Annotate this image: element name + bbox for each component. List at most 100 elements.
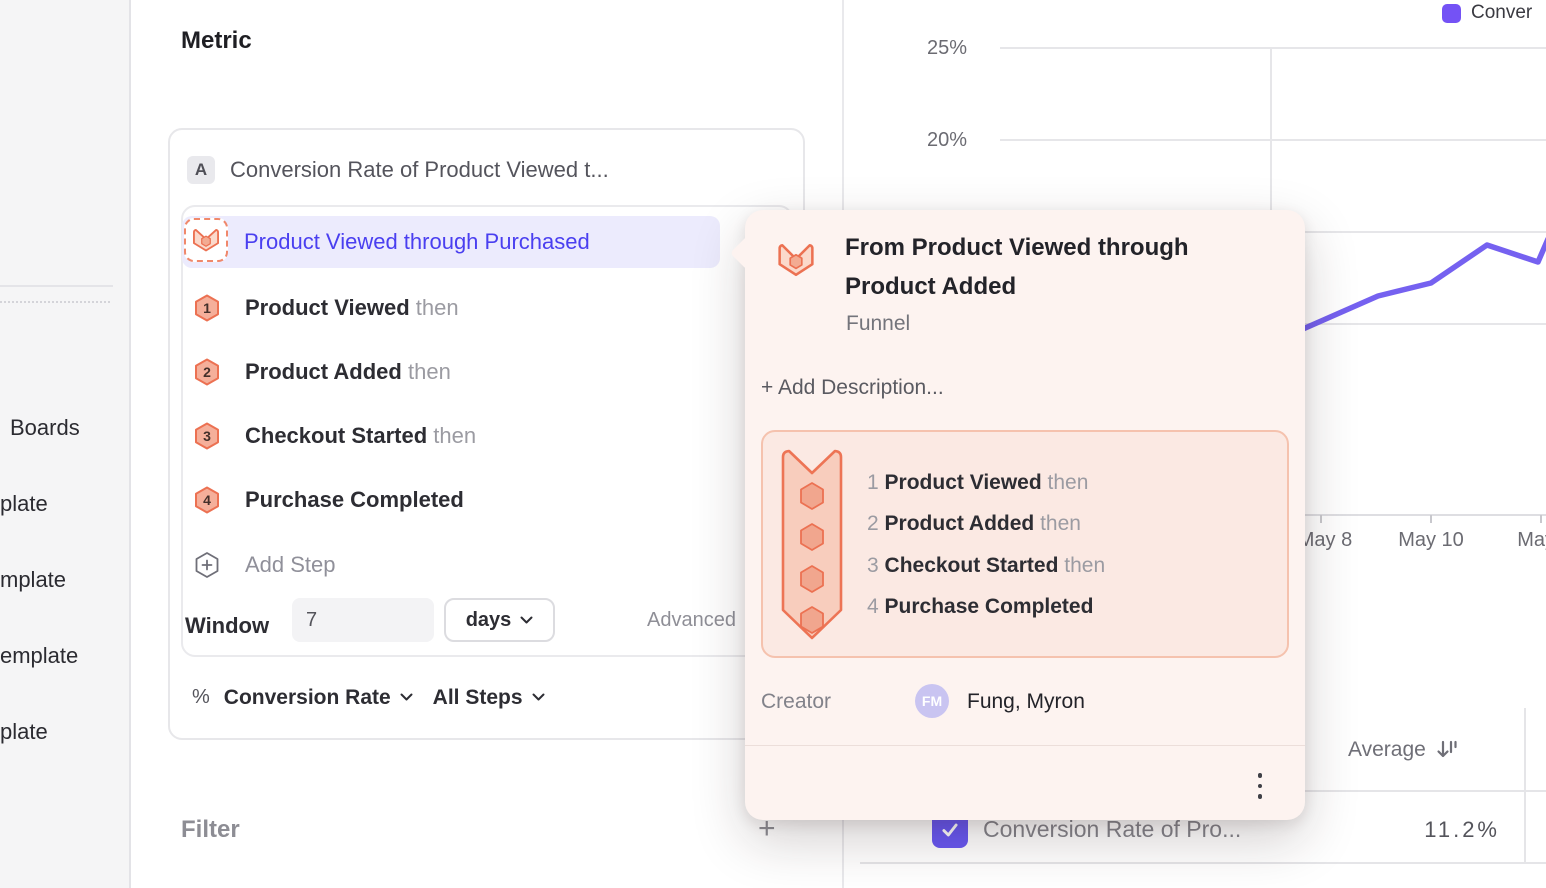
sidebar-item-template-4[interactable]: plate [0, 719, 48, 744]
step-name: Product Added [884, 512, 1035, 535]
step-number: 3 [203, 428, 211, 444]
popover-step-1: 1 Product Viewed then [867, 469, 1088, 497]
check-icon [942, 823, 958, 837]
chevron-down-icon[interactable] [532, 693, 545, 702]
legend-swatch [1442, 3, 1461, 23]
average-column-header[interactable]: Average [1348, 738, 1458, 762]
step-row-2[interactable]: Product Added then [245, 357, 451, 387]
add-step-icon[interactable] [193, 551, 221, 584]
chevron-down-icon [520, 616, 533, 623]
sidebar-item-template-1[interactable]: plate [0, 491, 48, 516]
average-header-label: Average [1348, 738, 1426, 761]
funnel-shield-icon [193, 228, 219, 252]
window-unit-select[interactable]: days [444, 598, 555, 642]
filter-section-heading: Filter [181, 816, 240, 843]
popover-step-4: 4 Purchase Completed [867, 593, 1093, 621]
funnel-ribbon-icon [781, 449, 843, 640]
step-name: Product Viewed [884, 471, 1042, 494]
window-label: Window [185, 613, 270, 638]
step-suffix: then [1064, 554, 1106, 577]
series-title[interactable]: Conversion Rate of Product Viewed t... [230, 157, 609, 182]
step-number: 2 [203, 364, 211, 380]
metric-card: A Conversion Rate of Product Viewed t...… [168, 128, 805, 740]
sidebar: Boards plate mplate emplate plate [0, 0, 131, 888]
step-badge-1: 1 [193, 294, 221, 327]
step-name[interactable]: Product Added [245, 359, 402, 384]
step-number: 2 [867, 512, 879, 535]
x-tickmark-2 [1430, 515, 1432, 523]
add-description-button[interactable]: + Add Description... [761, 376, 944, 399]
table-row-name[interactable]: Conversion Rate of Pro... [983, 816, 1242, 842]
y-axis-tick-25: 25% [926, 37, 967, 59]
creator-label: Creator [761, 690, 832, 713]
x-tickmark-1 [1320, 515, 1322, 523]
step-number: 4 [203, 492, 211, 508]
x-tickmark-3 [1540, 515, 1542, 523]
window-value-input[interactable] [292, 598, 434, 642]
conversion-line-chart[interactable] [1000, 40, 1546, 360]
table-row-border [860, 862, 1546, 864]
step-suffix: then [407, 359, 451, 384]
popover-step-3: 3 Checkout Started then [867, 552, 1105, 580]
advanced-link[interactable]: Advanced [647, 609, 736, 631]
table-row-average: 11.2% [1424, 817, 1500, 842]
step-row-4[interactable]: Purchase Completed [245, 485, 464, 515]
creator-avatar: FM [915, 684, 949, 718]
step-name[interactable]: Product Viewed [245, 295, 410, 320]
popover-step-2: 2 Product Added then [867, 510, 1081, 538]
sidebar-item-template-3[interactable]: emplate [0, 643, 79, 668]
step-row-1[interactable]: Product Viewed then [245, 293, 459, 323]
gridline-20 [1000, 139, 1546, 141]
metric-section-heading: Metric [181, 27, 252, 54]
x-axis-label-may8: May 8 [1297, 529, 1353, 551]
popover-type-label: Funnel [846, 312, 911, 335]
step-badge-3: 3 [193, 422, 221, 455]
step-number: 4 [867, 595, 879, 618]
selected-funnel-row[interactable] [182, 216, 720, 268]
add-step-button[interactable]: Add Step [245, 552, 336, 577]
chevron-down-icon[interactable] [400, 693, 413, 702]
legend-label: Conver [1471, 2, 1533, 23]
chart-legend[interactable]: Conver [1442, 2, 1532, 24]
step-suffix: then [1047, 471, 1089, 494]
step-suffix: then [433, 423, 477, 448]
popover-title: From Product Viewed through Product Adde… [845, 234, 1189, 300]
funnel-details-popover: From Product Viewed through Product Adde… [730, 210, 1305, 820]
step-number: 1 [203, 300, 211, 316]
step-suffix: then [1040, 512, 1081, 535]
step-row-3[interactable]: Checkout Started then [245, 421, 476, 451]
sidebar-item-boards[interactable]: Boards [10, 415, 80, 440]
x-axis-label-may10: May 10 [1398, 529, 1464, 551]
step-number: 1 [867, 471, 879, 494]
scope-dropdown[interactable]: All Steps [432, 685, 523, 709]
sidebar-dotted-divider [0, 301, 110, 303]
creator-name: Fung, Myron [967, 690, 1085, 713]
window-unit-value: days [465, 608, 512, 631]
measure-dropdown[interactable]: Conversion Rate [223, 685, 391, 709]
step-name[interactable]: Purchase Completed [245, 487, 464, 512]
step-name[interactable]: Checkout Started [245, 423, 428, 448]
step-number: 3 [867, 554, 879, 577]
add-filter-button[interactable]: + [758, 812, 776, 845]
popover-divider [745, 745, 1305, 746]
funnel-shield-icon [778, 243, 814, 277]
measure-footer: % Conversion Rate All Steps [170, 657, 803, 738]
step-badge-4: 4 [193, 486, 221, 519]
step-badge-2: 2 [193, 358, 221, 391]
step-suffix: then [415, 295, 459, 320]
gridline-25 [1000, 47, 1546, 49]
sidebar-item-template-2[interactable]: mplate [0, 567, 67, 592]
y-axis-tick-20: 20% [926, 129, 967, 151]
sort-descending-icon[interactable] [1436, 739, 1458, 761]
x-axis-label-may12: May 12 [1517, 529, 1546, 551]
series-badge: A [187, 156, 215, 184]
kebab-menu-icon[interactable] [1249, 768, 1271, 804]
funnel-icon[interactable] [184, 218, 228, 262]
table-column-border [1524, 708, 1526, 862]
step-name: Checkout Started [884, 554, 1059, 577]
funnel-definition-box [181, 205, 793, 657]
popover-funnel-summary: 1 Product Viewed then 2 Product Added th… [761, 430, 1289, 658]
sidebar-divider [0, 285, 113, 287]
step-name: Purchase Completed [884, 595, 1094, 618]
selected-funnel-label[interactable]: Product Viewed through Purchased [244, 229, 590, 254]
